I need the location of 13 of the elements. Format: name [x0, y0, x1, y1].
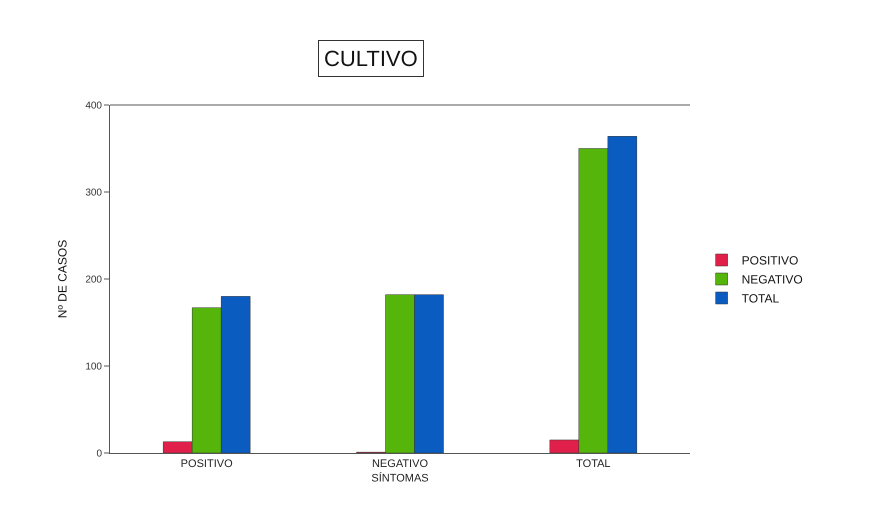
- y-tick-label: 400: [85, 100, 102, 112]
- x-tick-label: POSITIVO: [180, 458, 234, 470]
- x-tick-label: TOTAL: [576, 458, 611, 470]
- y-tick-label: 300: [85, 188, 102, 198]
- legend-label: TOTAL: [742, 292, 780, 306]
- y-tick-label: 200: [85, 274, 102, 286]
- legend-label: NEGATIVO: [742, 272, 803, 287]
- y-tick-label: 100: [85, 362, 102, 372]
- x-tick-label: NEGATIVO SÍNTOMAS: [371, 458, 429, 484]
- legend-label: POSITIVO: [742, 254, 798, 268]
- chart-title: CULTIVO: [324, 46, 418, 71]
- y-axis-title: Nº DE CASOS: [56, 240, 70, 318]
- y-tick-label: 0: [96, 448, 102, 460]
